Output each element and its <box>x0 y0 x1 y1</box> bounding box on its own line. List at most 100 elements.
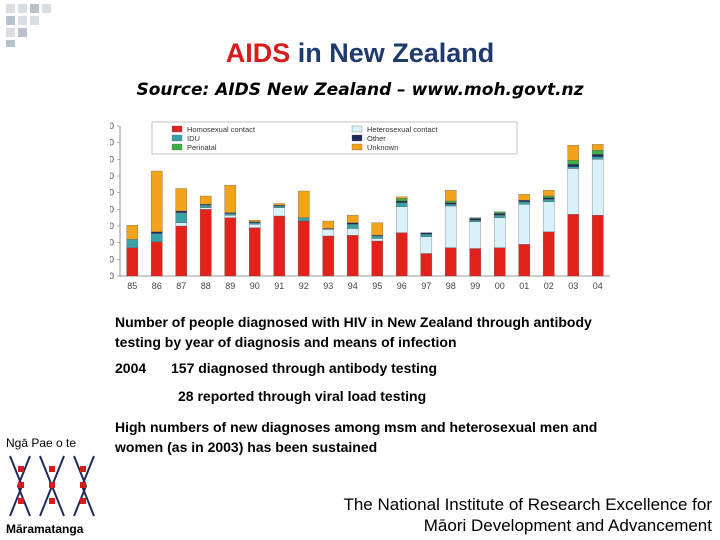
legend-label: Other <box>367 134 386 143</box>
bar-segment-idu <box>444 204 457 207</box>
bar-segment-heterosexual-contact <box>371 238 384 242</box>
y-tick-label: 60 <box>110 221 114 231</box>
bar-segment-idu <box>518 201 531 205</box>
bar-segment-homosexual-contact <box>420 253 433 277</box>
y-tick-label: 100 <box>110 188 114 198</box>
bar-segment-perinatal <box>591 150 604 155</box>
bar-segment-homosexual-contact <box>199 209 212 277</box>
bar-segment-unknown <box>297 190 310 218</box>
bar-segment-heterosexual-contact <box>224 215 237 218</box>
legend-swatch <box>171 125 183 133</box>
bar-segment-unknown <box>175 188 188 212</box>
year-2004-label: 2004 <box>115 360 147 376</box>
bar-segment-homosexual-contact <box>150 241 163 277</box>
year-2004-text: 157 diagnosed through antibody testing <box>171 360 438 376</box>
bar-segment-idu <box>175 212 188 223</box>
x-tick-label: 98 <box>446 281 456 291</box>
bar-segment-idu <box>199 205 212 208</box>
bar-segment-other <box>175 210 188 213</box>
bar-segment-homosexual-contact <box>371 240 384 277</box>
bar-segment-idu <box>150 233 163 242</box>
bar-segment-homosexual-contact <box>567 214 580 277</box>
bar-segment-heterosexual-contact <box>420 236 433 254</box>
source-line: Source: AIDS New Zealand – www.moh.govt.… <box>136 80 584 100</box>
y-tick-label: 0 <box>110 271 114 281</box>
bar-segment-other <box>346 222 359 225</box>
legend-label: Unknown <box>367 143 398 152</box>
x-tick-label: 03 <box>568 281 578 291</box>
bar-segment-perinatal <box>469 217 482 219</box>
bar-segment-idu <box>371 235 384 239</box>
bar-segment-perinatal <box>444 200 457 203</box>
bar-segment-perinatal <box>567 160 580 165</box>
legend-swatch <box>351 125 363 133</box>
bar-segment-unknown <box>150 170 163 232</box>
bar-segment-homosexual-contact <box>126 247 139 277</box>
bar-segment-unknown <box>542 190 555 197</box>
bar-segment-idu <box>297 217 310 222</box>
bar-segment-other <box>395 200 408 203</box>
bar-segment-heterosexual-contact <box>542 201 555 232</box>
bar-segment-other <box>493 213 506 216</box>
viral-load-text: 28 reported through viral load testing <box>178 388 427 404</box>
bar-segment-idu <box>493 215 506 218</box>
bar-segment-homosexual-contact <box>248 227 261 277</box>
bar-segment-heterosexual-contact <box>469 221 482 249</box>
bar-segment-other <box>444 202 457 205</box>
bar-segment-idu <box>395 202 408 207</box>
bar-segment-other <box>469 218 482 221</box>
bar-segment-homosexual-contact <box>493 247 506 277</box>
sustained-text: High numbers of new diagnoses among msm … <box>115 419 598 455</box>
bar-segment-idu <box>591 156 604 160</box>
page-title: AIDS in New Zealand <box>0 38 720 69</box>
bar-segment-unknown <box>444 190 457 202</box>
bar-segment-heterosexual-contact <box>175 222 188 227</box>
bar-segment-homosexual-contact <box>469 248 482 277</box>
bar-segment-idu <box>273 205 286 208</box>
bar-segment-homosexual-contact <box>346 235 359 277</box>
legend-swatch <box>171 143 183 151</box>
bar-segment-perinatal <box>395 198 408 202</box>
logo-bottom-text: Māramatanga <box>6 522 84 536</box>
legend-label: Perinatal <box>187 143 217 152</box>
x-tick-label: 87 <box>176 281 186 291</box>
x-tick-label: 00 <box>495 281 505 291</box>
bar-segment-heterosexual-contact <box>346 228 359 236</box>
y-tick-label: 40 <box>110 238 114 248</box>
bar-segment-heterosexual-contact <box>567 168 580 215</box>
bar-segment-other <box>518 200 531 202</box>
title-rest: in New Zealand <box>290 38 495 68</box>
bar-segment-idu <box>567 166 580 169</box>
legend-label: IDU <box>187 134 200 143</box>
bar-segment-perinatal <box>542 195 555 198</box>
bar-segment-idu <box>542 199 555 202</box>
legend-swatch <box>351 134 363 142</box>
institute-line-2: Māori Development and Advancement <box>423 516 712 535</box>
bar-segment-homosexual-contact <box>224 217 237 277</box>
bar-segment-idu <box>248 222 261 225</box>
x-tick-label: 99 <box>470 281 480 291</box>
year-2004-row: 2004 157 diagnosed through antibody testi… <box>115 360 437 376</box>
corner-squares-decoration <box>6 4 51 47</box>
bar-segment-idu <box>469 220 482 222</box>
legend-swatch <box>171 134 183 142</box>
bar-segment-unknown <box>248 220 261 222</box>
bar-segment-heterosexual-contact <box>591 159 604 216</box>
bar-segment-idu <box>126 239 139 248</box>
bar-segment-unknown <box>371 222 384 236</box>
bar-segment-heterosexual-contact <box>395 206 408 233</box>
x-tick-label: 92 <box>299 281 309 291</box>
logo-top-text: Ngā Pae o te <box>6 436 77 450</box>
x-tick-label: 89 <box>225 281 235 291</box>
bar-segment-homosexual-contact <box>273 215 286 277</box>
bar-segment-heterosexual-contact <box>248 224 261 228</box>
chart-caption: Number of people diagnosed with HIV in N… <box>115 314 592 350</box>
bar-segment-homosexual-contact <box>395 232 408 277</box>
bar-segment-heterosexual-contact <box>199 207 212 210</box>
bar-segment-unknown <box>346 215 359 223</box>
logo-emblem-icon <box>9 455 95 517</box>
bar-segment-homosexual-contact <box>297 220 310 277</box>
bar-segment-homosexual-contact <box>591 215 604 277</box>
bar-segment-other <box>150 231 163 234</box>
x-tick-label: 02 <box>544 281 554 291</box>
